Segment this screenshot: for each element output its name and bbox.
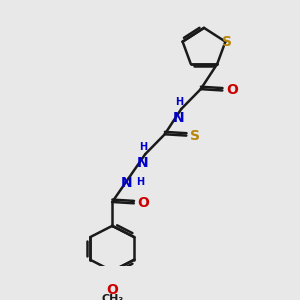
Text: S: S	[222, 34, 232, 49]
Text: N: N	[121, 176, 132, 190]
Text: N: N	[173, 111, 184, 125]
Text: S: S	[190, 129, 200, 142]
Text: O: O	[226, 83, 238, 98]
Text: CH₃: CH₃	[101, 294, 123, 300]
Text: N: N	[137, 156, 148, 170]
Text: O: O	[106, 284, 118, 297]
Text: O: O	[138, 196, 150, 210]
Text: H: H	[175, 97, 183, 107]
Text: H: H	[139, 142, 147, 152]
Text: H: H	[136, 177, 144, 187]
